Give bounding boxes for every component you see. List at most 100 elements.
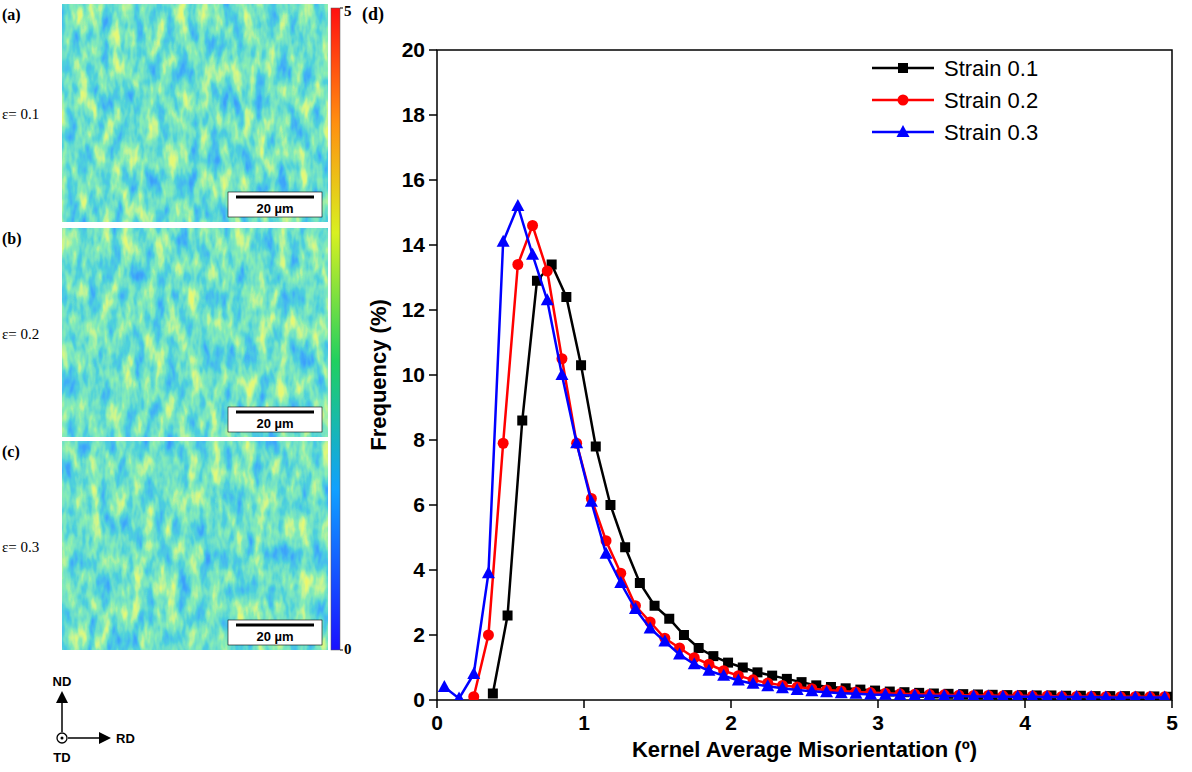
data-point bbox=[908, 688, 921, 700]
data-point bbox=[849, 687, 862, 699]
data-point bbox=[468, 691, 479, 700]
kam-map bbox=[62, 4, 328, 222]
plot-area bbox=[438, 199, 1172, 700]
data-point bbox=[620, 542, 630, 552]
data-point bbox=[635, 578, 645, 588]
y-tick bbox=[429, 634, 437, 636]
colorbar-tick-label: 0 bbox=[344, 641, 352, 657]
data-point bbox=[879, 688, 892, 700]
y-tick bbox=[429, 244, 437, 246]
y-tick-label: 10 bbox=[402, 363, 425, 386]
scale-bar-box bbox=[228, 620, 322, 645]
data-point bbox=[967, 689, 980, 700]
x-tick-label: 1 bbox=[578, 711, 590, 734]
data-point bbox=[467, 667, 480, 679]
data-point bbox=[1115, 691, 1126, 700]
x-tick-label: 2 bbox=[725, 711, 737, 734]
panel-letter: (c) bbox=[2, 443, 20, 461]
y-tick bbox=[429, 49, 437, 51]
data-point bbox=[526, 248, 539, 260]
data-point bbox=[664, 614, 674, 624]
data-point bbox=[968, 690, 979, 700]
data-point bbox=[1158, 690, 1171, 700]
data-point bbox=[570, 436, 583, 448]
data-point bbox=[952, 689, 965, 700]
data-point bbox=[820, 685, 833, 697]
direction-label: RD bbox=[116, 731, 135, 746]
data-point bbox=[497, 235, 510, 247]
data-point bbox=[1100, 691, 1111, 700]
legend-marker bbox=[898, 63, 908, 73]
data-point bbox=[996, 690, 1009, 700]
data-point bbox=[673, 648, 686, 660]
y-tick bbox=[429, 309, 437, 311]
legend-label: Strain 0.2 bbox=[944, 88, 1038, 113]
data-point bbox=[938, 689, 951, 700]
data-point bbox=[542, 266, 553, 277]
scale-bar-box bbox=[228, 192, 322, 217]
data-point bbox=[1056, 691, 1067, 700]
series-line bbox=[474, 226, 1165, 697]
series-line bbox=[493, 265, 1169, 697]
x-axis-title: Kernel Average Misorientation (º) bbox=[632, 737, 977, 762]
y-tick-label: 12 bbox=[402, 298, 425, 321]
data-point bbox=[629, 602, 642, 614]
data-point bbox=[1026, 690, 1039, 700]
data-point bbox=[864, 687, 877, 699]
y-tick-label: 2 bbox=[413, 623, 425, 646]
scale-bar bbox=[236, 411, 314, 414]
td-dot bbox=[61, 737, 64, 740]
data-point bbox=[732, 674, 745, 686]
y-tick bbox=[429, 374, 437, 376]
colorbar bbox=[331, 8, 340, 650]
data-point bbox=[512, 259, 523, 270]
data-point bbox=[1085, 690, 1098, 700]
data-point bbox=[658, 635, 671, 647]
x-tick-label: 0 bbox=[431, 711, 443, 734]
data-point bbox=[1042, 691, 1053, 700]
data-point bbox=[1143, 690, 1156, 700]
colorbar-tick bbox=[340, 8, 343, 9]
data-point bbox=[702, 664, 715, 676]
y-tick-label: 4 bbox=[413, 558, 425, 581]
data-point bbox=[1071, 691, 1082, 700]
data-point bbox=[688, 657, 701, 669]
y-tick bbox=[429, 504, 437, 506]
data-point bbox=[1130, 691, 1141, 700]
data-point bbox=[1055, 690, 1068, 700]
legend-label: Strain 0.3 bbox=[944, 120, 1038, 145]
data-point bbox=[605, 500, 615, 510]
x-tick-label: 3 bbox=[872, 711, 884, 734]
plot-frame bbox=[437, 50, 1172, 700]
data-point bbox=[527, 220, 538, 231]
colorbar-tick bbox=[340, 650, 343, 651]
data-point bbox=[1086, 691, 1097, 700]
y-tick-label: 16 bbox=[402, 168, 425, 191]
x-tick bbox=[583, 700, 585, 708]
data-point bbox=[761, 679, 774, 691]
data-point bbox=[644, 622, 657, 634]
x-tick bbox=[1171, 700, 1173, 708]
series-line bbox=[444, 206, 1164, 698]
data-point bbox=[694, 643, 704, 653]
nd-arrow bbox=[61, 694, 63, 732]
panel-letter: (b) bbox=[2, 230, 22, 248]
y-tick-label: 0 bbox=[413, 688, 425, 711]
data-point bbox=[438, 680, 451, 692]
data-point bbox=[679, 630, 689, 640]
data-point bbox=[498, 438, 509, 449]
x-tick bbox=[436, 700, 438, 708]
data-point bbox=[555, 368, 568, 380]
y-tick-label: 20 bbox=[402, 38, 425, 61]
scale-bar-label: 20 µm bbox=[256, 201, 293, 216]
y-tick-label: 8 bbox=[413, 428, 425, 451]
data-point bbox=[1129, 690, 1142, 700]
y-tick bbox=[429, 699, 437, 701]
data-point bbox=[805, 684, 818, 696]
data-point bbox=[483, 630, 494, 641]
direction-label: TD bbox=[53, 750, 70, 765]
data-point bbox=[747, 677, 760, 689]
x-tick-label: 4 bbox=[1019, 711, 1031, 734]
data-point bbox=[717, 669, 730, 681]
direction-label: ND bbox=[53, 674, 72, 689]
